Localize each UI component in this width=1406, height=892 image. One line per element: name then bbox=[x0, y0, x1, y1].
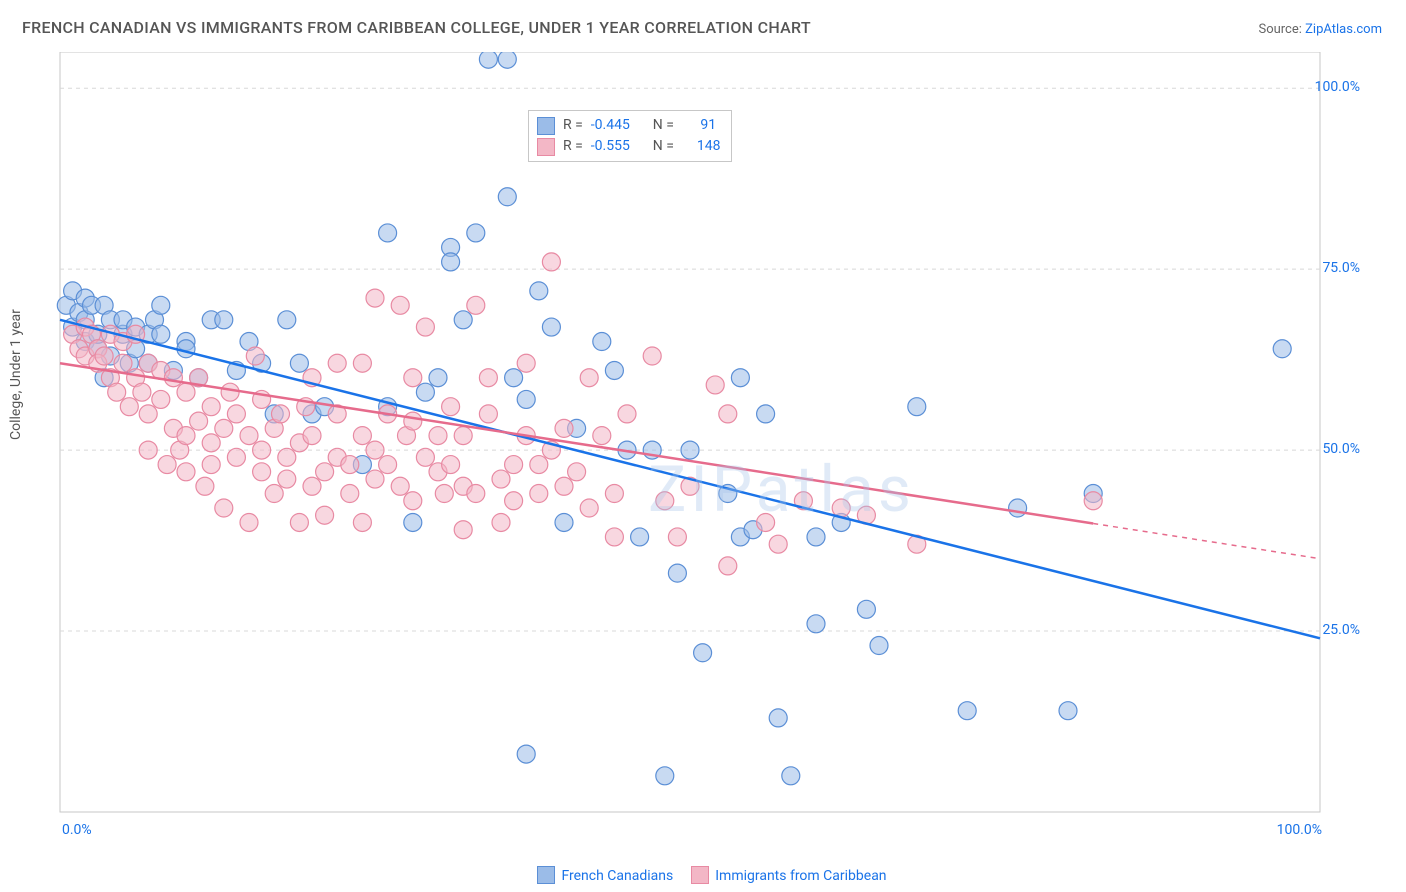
y-axis-label: College, Under 1 year bbox=[8, 309, 24, 440]
source-attribution: Source: ZipAtlas.com bbox=[1258, 22, 1382, 37]
series-legend: French Canadians Immigrants from Caribbea… bbox=[0, 866, 1406, 884]
scatter-plot-svg bbox=[48, 52, 1358, 832]
r-label: R = bbox=[563, 136, 583, 157]
source-prefix: Source: bbox=[1258, 22, 1305, 37]
y-tick-label: 100.0% bbox=[1315, 79, 1360, 95]
n-label: N = bbox=[653, 136, 674, 157]
stats-legend-row: R = -0.445 N = 91 bbox=[537, 115, 721, 136]
n-value: 148 bbox=[693, 136, 720, 157]
legend-series-label: Immigrants from Caribbean bbox=[715, 868, 886, 884]
stats-legend-row: R = -0.555 N = 148 bbox=[537, 136, 721, 157]
x-axis-min-label: 0.0% bbox=[62, 822, 92, 838]
legend-swatch bbox=[537, 117, 555, 135]
n-value: 91 bbox=[693, 115, 716, 136]
stats-legend-box: R = -0.445 N = 91 R = -0.555 N = 148 bbox=[528, 110, 732, 162]
y-tick-label: 50.0% bbox=[1322, 441, 1360, 457]
y-tick-label: 75.0% bbox=[1322, 260, 1360, 276]
chart-area: ZIPatlas R =-0.445 N = 91R =-0.555 N = 1… bbox=[48, 52, 1358, 832]
r-label: R = bbox=[563, 115, 583, 136]
chart-title: FRENCH CANADIAN VS IMMIGRANTS FROM CARIB… bbox=[22, 18, 811, 37]
legend-swatch bbox=[537, 866, 555, 884]
r-value: -0.445 bbox=[591, 115, 630, 136]
legend-swatch bbox=[537, 138, 555, 156]
x-axis-max-label: 100.0% bbox=[1277, 822, 1322, 838]
source-link[interactable]: ZipAtlas.com bbox=[1305, 22, 1382, 37]
legend-series-label: French Canadians bbox=[561, 868, 673, 884]
r-value: -0.555 bbox=[591, 136, 630, 157]
n-label: N = bbox=[653, 115, 674, 136]
legend-swatch bbox=[691, 866, 709, 884]
y-tick-label: 25.0% bbox=[1322, 622, 1360, 638]
